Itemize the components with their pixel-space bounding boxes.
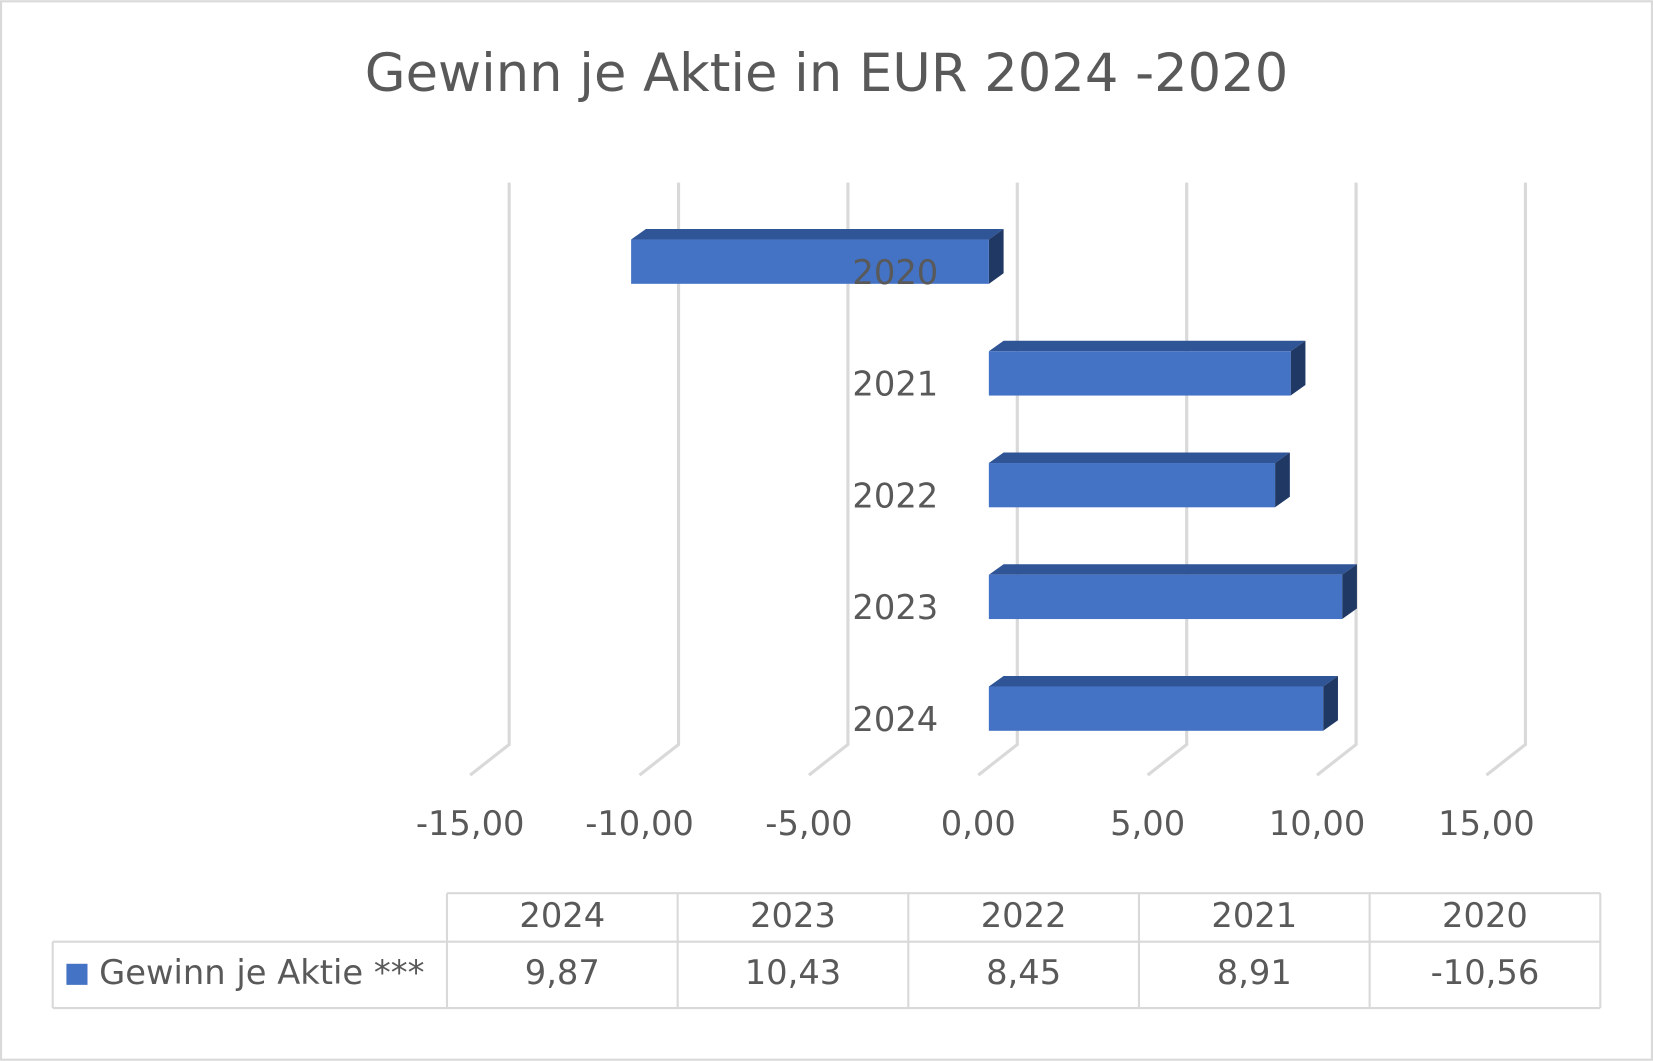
table-header: 2020	[1442, 896, 1528, 935]
x-tick-label: 0,00	[941, 804, 1016, 843]
grid-line	[638, 182, 681, 777]
bar	[988, 351, 1291, 396]
legend-swatch	[66, 963, 88, 985]
y-tick-label: 2024	[852, 700, 938, 739]
y-tick-label: 2023	[852, 588, 938, 627]
table-value: 8,91	[1217, 953, 1292, 992]
table-header: 2021	[1211, 896, 1297, 935]
bar-top	[988, 452, 1290, 464]
x-tick-label: -5,00	[765, 804, 852, 843]
bar-side	[1342, 564, 1357, 620]
x-tick-label: 5,00	[1110, 804, 1185, 843]
table-value: 10,43	[745, 953, 842, 992]
y-tick-label: 2020	[852, 253, 938, 292]
table-value: -10,56	[1431, 953, 1540, 992]
table-header: 2023	[750, 896, 836, 935]
bar	[988, 463, 1276, 508]
x-tick-label: 15,00	[1438, 804, 1535, 843]
y-tick-label: 2022	[852, 476, 938, 515]
bar-side	[988, 228, 1004, 284]
grid-line	[807, 182, 850, 777]
x-tick-label: -15,00	[416, 804, 525, 843]
chart-title: Gewinn je Aktie in EUR 2024 -2020	[365, 43, 1289, 104]
bar-top	[988, 340, 1306, 352]
legend-label: Gewinn je Aktie ***	[99, 953, 424, 992]
bar-side	[1275, 452, 1290, 508]
bar-top	[988, 675, 1338, 687]
bar-top	[631, 228, 1004, 240]
bar-side	[1290, 340, 1306, 396]
bar-side	[1323, 675, 1338, 731]
grid-line	[1316, 182, 1358, 777]
x-tick-label: 10,00	[1269, 804, 1366, 843]
table-header: 2024	[519, 896, 605, 935]
table-header: 2022	[981, 896, 1067, 935]
bar	[988, 686, 1324, 731]
grid-line	[1485, 182, 1528, 777]
grid-line	[469, 182, 511, 777]
bar	[631, 239, 989, 284]
x-tick-label: -10,00	[585, 804, 694, 843]
table-value: 8,45	[986, 953, 1061, 992]
y-tick-label: 2021	[852, 365, 938, 404]
table-value: 9,87	[525, 953, 600, 992]
bar-top	[988, 564, 1357, 575]
bar	[988, 574, 1343, 620]
